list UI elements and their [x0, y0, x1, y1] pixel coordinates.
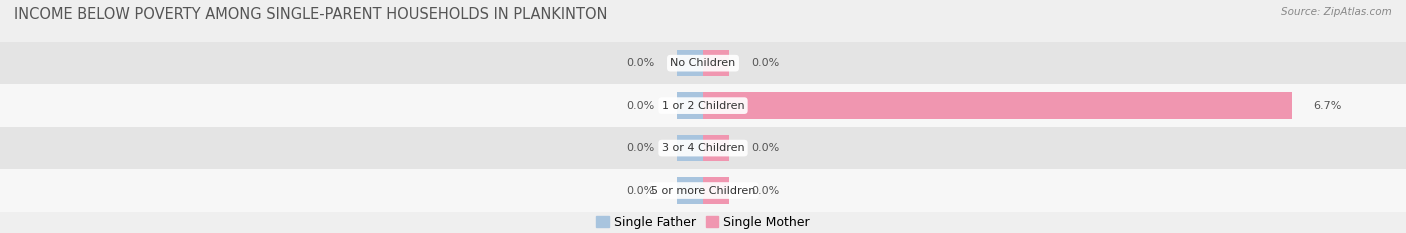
Text: 5 or more Children: 5 or more Children	[651, 185, 755, 195]
Text: 0.0%: 0.0%	[751, 185, 779, 195]
Text: 0.0%: 0.0%	[751, 143, 779, 153]
Text: INCOME BELOW POVERTY AMONG SINGLE-PARENT HOUSEHOLDS IN PLANKINTON: INCOME BELOW POVERTY AMONG SINGLE-PARENT…	[14, 7, 607, 22]
Bar	[676, 135, 703, 161]
Text: 0.0%: 0.0%	[627, 58, 655, 68]
Bar	[703, 93, 1292, 119]
Bar	[0, 127, 1406, 169]
Text: 0.0%: 0.0%	[751, 58, 779, 68]
Bar	[0, 169, 1406, 212]
Bar	[676, 50, 703, 76]
Text: Source: ZipAtlas.com: Source: ZipAtlas.com	[1281, 7, 1392, 17]
Bar	[676, 93, 703, 119]
Bar	[703, 177, 730, 204]
Bar	[703, 50, 730, 76]
Text: 1 or 2 Children: 1 or 2 Children	[662, 101, 744, 111]
Text: 3 or 4 Children: 3 or 4 Children	[662, 143, 744, 153]
Bar	[676, 177, 703, 204]
Text: No Children: No Children	[671, 58, 735, 68]
Bar	[703, 135, 730, 161]
Legend: Single Father, Single Mother: Single Father, Single Mother	[591, 211, 815, 233]
Text: 0.0%: 0.0%	[627, 185, 655, 195]
Text: 6.7%: 6.7%	[1313, 101, 1343, 111]
Bar	[0, 84, 1406, 127]
Text: 0.0%: 0.0%	[627, 143, 655, 153]
Text: 0.0%: 0.0%	[627, 101, 655, 111]
Bar	[0, 42, 1406, 84]
